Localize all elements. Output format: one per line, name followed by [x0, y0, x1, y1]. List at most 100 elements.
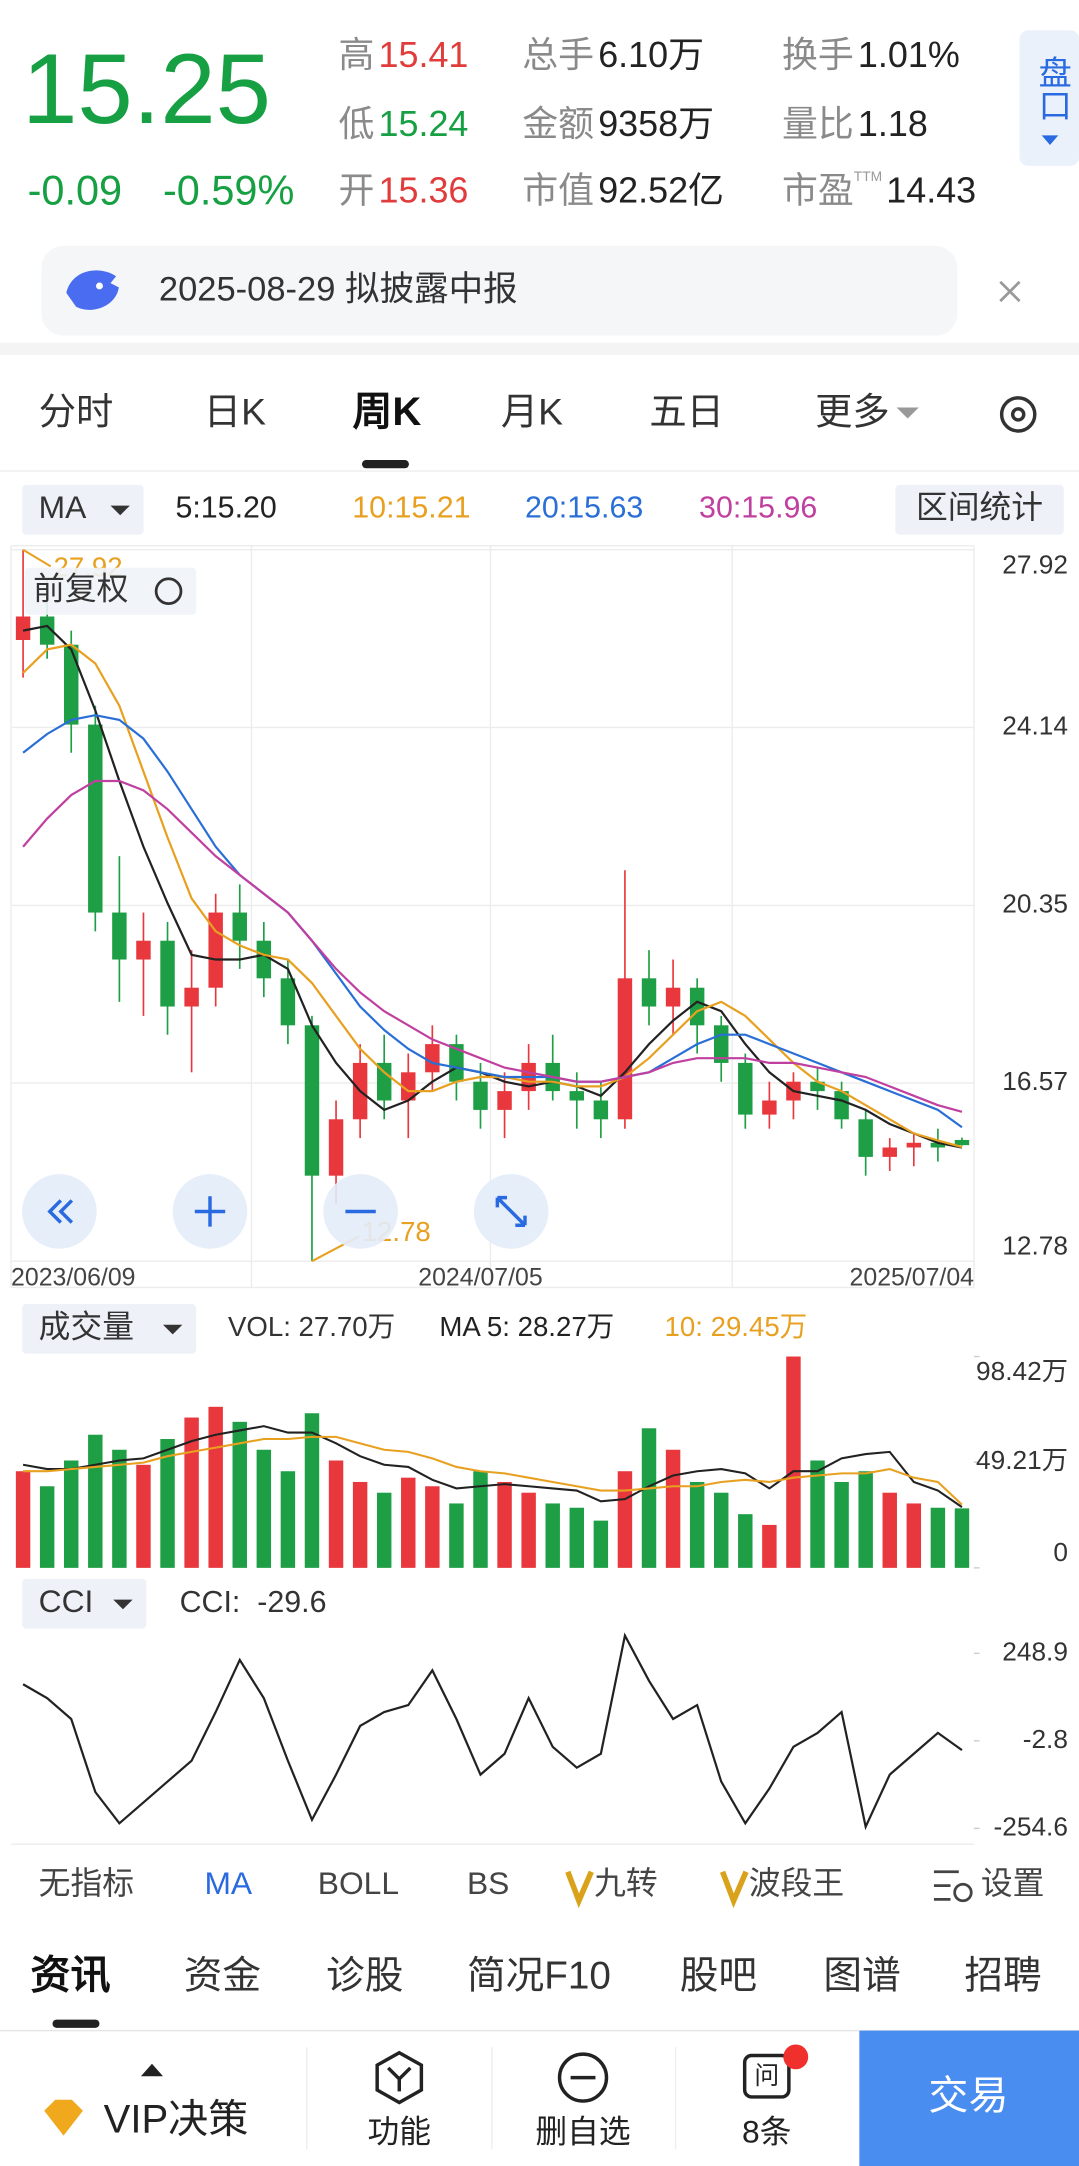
volume-bar: [401, 1477, 416, 1568]
trade-button[interactable]: [859, 2030, 1079, 2166]
volume-bar: [232, 1421, 247, 1568]
info-tab-underline: [52, 2019, 100, 2028]
range-button: 区间统计: [916, 489, 1043, 525]
candle-body: [665, 987, 681, 1007]
info-tab[interactable]: 简况F10: [467, 1954, 611, 1997]
info-tab[interactable]: 诊股: [326, 1954, 403, 1997]
volume-bar: [376, 1492, 392, 1568]
info-tab[interactable]: 股吧: [680, 1954, 757, 1997]
info-tab[interactable]: 资金: [184, 1954, 261, 1997]
candle-body: [112, 912, 127, 960]
settings-icon: [953, 1882, 973, 1903]
tab-underline: [361, 459, 409, 469]
y-tick-label: 27.92: [1002, 549, 1068, 579]
volume-bar: [810, 1460, 825, 1568]
notice-text: 2025-08-29 拟披露中报: [159, 271, 518, 309]
x-tick-label: 2025/07/04: [850, 1264, 975, 1292]
indicator-option[interactable]: 无指标: [39, 1865, 134, 1901]
indicator-option[interactable]: BOLL: [318, 1865, 399, 1901]
trade-label: 交易: [928, 2074, 1008, 2118]
notice-close[interactable]: [999, 280, 1021, 303]
stat: 市盈TTM 14.43: [782, 167, 976, 210]
indicator-option[interactable]: MA: [204, 1865, 252, 1901]
volume-bar: [858, 1471, 873, 1568]
indicator-settings[interactable]: 设置: [981, 1865, 1045, 1901]
panel-button[interactable]: 盘口: [1019, 30, 1079, 166]
adjust-gear: [154, 577, 183, 606]
notice-bg[interactable]: [41, 245, 958, 336]
stat: 金额 9358万: [522, 104, 714, 145]
y-tick-label: 248.9: [1002, 1636, 1068, 1666]
indicator-option[interactable]: BS: [467, 1865, 509, 1901]
volume-bar: [497, 1481, 512, 1568]
info-tab[interactable]: 招聘: [964, 1954, 1041, 1997]
messages-label[interactable]: 8条: [742, 2114, 791, 2150]
candle-body: [304, 1025, 320, 1176]
stat-label: 开: [338, 170, 374, 211]
volume-bar: [280, 1471, 296, 1568]
candle-body: [930, 1142, 946, 1148]
function-label[interactable]: 功能: [367, 2114, 431, 2150]
ma-legend: 10:15.21: [352, 491, 470, 525]
info-tab[interactable]: 图谱: [823, 1954, 900, 1997]
ma-legend: 20:15.63: [525, 491, 643, 525]
tab-active[interactable]: 周K: [352, 390, 421, 434]
indicator-select[interactable]: [22, 484, 144, 535]
panel-button-bg: [1019, 30, 1079, 166]
volume-bar: [714, 1492, 729, 1568]
candle-body: [762, 1100, 777, 1115]
select-arrow: [110, 505, 130, 516]
tab[interactable]: 五日: [649, 390, 724, 432]
stat: 低 15.24: [338, 104, 468, 145]
y-tick-label: 49.21万: [976, 1445, 1068, 1475]
candle-body: [858, 1119, 873, 1157]
candle-body: [328, 1119, 344, 1176]
indicator-option[interactable]: 波段王: [749, 1865, 844, 1901]
select-arrow: [113, 1599, 133, 1610]
candle-body: [497, 1091, 512, 1110]
candle-body: [834, 1091, 849, 1120]
ma-line: [22, 643, 963, 1149]
vip-label[interactable]: VIP决策: [104, 2097, 249, 2141]
y-tick-label: 12.78: [1002, 1230, 1068, 1260]
cci-lines: [22, 1632, 963, 1831]
candles: [15, 549, 970, 1262]
stat-label: 低: [338, 104, 374, 145]
stat-value: 6.10万: [598, 35, 704, 76]
volume-bar: [352, 1481, 368, 1568]
tab[interactable]: 更多: [815, 390, 890, 432]
icon: [47, 1199, 74, 1224]
candle-body: [232, 912, 247, 941]
tab[interactable]: 分时: [39, 390, 114, 432]
stat-label: 市值: [522, 170, 594, 211]
remove-label[interactable]: 删自选: [535, 2114, 630, 2150]
volume-select[interactable]: [22, 1304, 197, 1354]
vip-diamond: [44, 2099, 83, 2136]
stat: 高 15.41: [338, 35, 468, 76]
tab[interactable]: 月K: [501, 390, 563, 432]
panel-button-label: 盘口: [1033, 55, 1071, 121]
tab[interactable]: 日K: [204, 390, 266, 432]
indicator-option[interactable]: 九转: [594, 1865, 658, 1901]
cci-select[interactable]: [22, 1578, 147, 1629]
candle-body: [256, 940, 272, 979]
info-tab-active[interactable]: 资讯: [30, 1954, 110, 1998]
volume-bar: [689, 1481, 705, 1568]
settings-gear[interactable]: [999, 396, 1037, 433]
price: 15.25: [22, 34, 271, 145]
stat-label: 量比: [782, 104, 854, 145]
notice-icon: [66, 270, 119, 310]
stat: 换手 1.01%: [782, 35, 960, 76]
indicator-label: MA: [39, 489, 87, 525]
y-tick-label: 16.57: [1002, 1066, 1068, 1096]
volume-legend: 10: 29.45万: [665, 1311, 808, 1342]
volume-bar: [665, 1449, 681, 1568]
volume-bar: [304, 1413, 320, 1568]
adjust-bg[interactable]: [24, 567, 197, 615]
range-button-bg[interactable]: [895, 484, 1064, 535]
notice-icon-eye: [96, 282, 103, 290]
settings-icon: [933, 1870, 959, 1901]
ask-icon-text: 问: [754, 2062, 779, 2090]
